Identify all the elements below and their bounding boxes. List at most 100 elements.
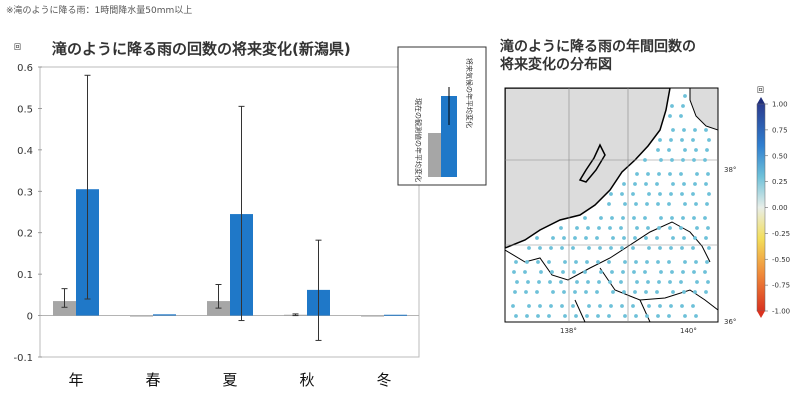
x-tick-138: 138° [560,327,577,335]
grid-point [683,260,687,264]
prefecture-border-south [599,267,718,311]
grid-point [659,270,663,274]
legend: 現在の観測値の年平均変化 将来気候の年平均変化 [397,46,487,186]
grid-point [691,246,695,250]
grid-point [705,260,709,264]
grid-point [658,246,662,250]
grid-point [583,216,587,220]
grid-point [610,216,614,220]
grid-point [551,236,555,240]
grid-point [680,138,684,142]
colorbar-tick-label: 1.00 [772,101,788,109]
grid-point [547,260,551,264]
grid-point [527,304,531,308]
colorbar-tick-label: -1.00 [772,308,790,316]
grid-point [539,270,543,274]
grid-point [693,236,697,240]
grid-point [584,236,588,240]
grid-point [657,226,661,230]
grid-point [572,270,576,274]
prefecture-border [505,221,711,281]
grid-point [694,314,698,318]
grid-point [623,260,627,264]
grid-point [597,280,601,284]
grid-point [632,216,636,220]
grid-point [583,270,587,274]
grid-point [623,202,627,206]
grid-point [598,304,602,308]
grid-point [512,270,516,274]
grid-point [680,246,684,250]
grid-point [598,246,602,250]
grid-point [667,202,671,206]
grid-point [585,314,589,318]
grid-point [682,128,686,132]
grid-point [635,226,639,230]
y-tick-label: 0.6 [17,63,33,74]
category-label: 夏 [222,371,237,389]
grid-point [561,270,565,274]
y-tick-label: 0.3 [17,187,33,198]
grid-point [597,226,601,230]
legend-swatch-gray [428,133,441,177]
grid-point [538,246,542,250]
category-label: 年 [68,371,83,389]
grid-point [693,182,697,186]
grid-point [645,314,649,318]
category-label: 冬 [376,371,391,389]
grid-point [707,246,711,250]
grid-point [621,270,625,274]
grid-point [611,236,615,240]
grid-point [681,216,685,220]
grid-point [623,314,627,318]
colorbar-bottom-arrow [757,311,765,318]
grid-point [609,304,613,308]
y-tick-label: -0.1 [13,353,33,364]
grid-point [595,290,599,294]
grid-point [526,280,530,284]
colorbar-tick-label: 0.00 [772,204,788,212]
colorbar-tick-label: -0.75 [772,282,790,290]
grid-point [549,246,553,250]
grid-point [620,304,624,308]
grid-point [691,304,695,308]
grid-point [656,314,660,318]
grid-point [670,270,674,274]
grid-point [608,226,612,230]
grid-point [535,290,539,294]
colorbar-tick-label: -0.25 [772,230,790,238]
grid-point [633,182,637,186]
grid-point [703,216,707,220]
grid-point [560,304,564,308]
colorbar-unit: 回 [757,86,764,94]
grid-point [704,290,708,294]
legend-swatch-blue [441,96,457,177]
grid-point [563,260,567,264]
grid-point [683,148,687,152]
grid-point [659,216,663,220]
grid-point [691,138,695,142]
grid-point [535,236,539,240]
grid-point [586,226,590,230]
legend-label-2: 将来気候の年平均変化 [465,58,474,128]
grid-point [645,260,649,264]
grid-point [635,280,639,284]
grid-point [548,280,552,284]
grid-point [656,202,660,206]
bar-chart-title: 滝のように降る雨の回数の将来変化(新潟県) [52,40,351,58]
y-tick-label: 0 [27,312,33,323]
grid-point [609,246,613,250]
grid-point [635,172,639,176]
grid-point [655,236,659,240]
grid-point [667,148,671,152]
grid-point [655,290,659,294]
grid-point [547,314,551,318]
grid-point [619,226,623,230]
grid-point [668,280,672,284]
grid-point [657,280,661,284]
grid-point [573,290,577,294]
grid-point [669,246,673,250]
bar-current [53,301,76,316]
x-tick-140: 140° [680,327,697,335]
grid-point [513,290,517,294]
